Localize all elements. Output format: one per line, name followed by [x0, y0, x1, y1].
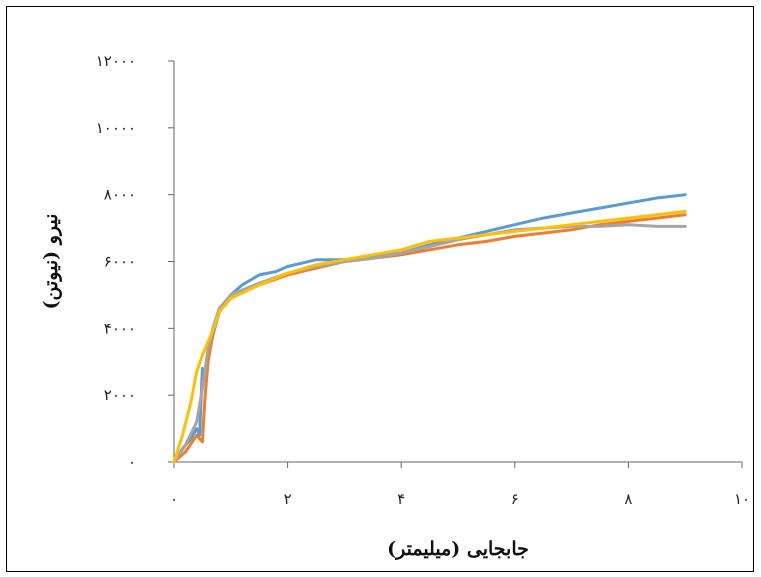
x-tick-label: ۱۰: [734, 490, 750, 508]
series-line-2: [172, 213, 687, 464]
y-tick-label: ۴۰۰۰: [104, 319, 136, 337]
y-tick-label: ۶۰۰۰: [104, 253, 136, 271]
x-tick-label: ۲: [284, 490, 292, 508]
series-line-4: [172, 209, 687, 464]
x-tick-label: ۴: [397, 490, 405, 508]
x-tick-label: ۶: [511, 490, 519, 508]
chart-frame: ۰ ۲ ۴ ۶ ۸ ۱۰ ۰ ۲۰۰۰ ۴۰۰۰ ۶۰۰۰ ۸۰۰۰ ۱۰۰۰۰ ۱۲۰۰۰ جابجا…: [6, 6, 754, 572]
series-line-3: [172, 223, 687, 464]
y-tick-label: ۱۲۰۰۰: [96, 52, 136, 70]
x-tick-label: ۸: [624, 490, 632, 508]
y-tick-label: ۸۰۰۰: [104, 186, 136, 204]
x-tick-label: ۰: [170, 490, 178, 508]
y-tick-label: ۲۰۰۰: [104, 386, 136, 404]
y-tick-label: ۰: [128, 453, 136, 471]
tick-labels: ۰ ۲ ۴ ۶ ۸ ۱۰ ۰ ۲۰۰۰ ۴۰۰۰ ۶۰۰۰ ۸۰۰۰ ۱۰۰۰۰ ۱۲۰۰۰: [96, 52, 750, 508]
axes: [168, 60, 743, 468]
series-group: [172, 193, 687, 464]
y-axis-title: نیرو (نیوتن): [40, 214, 62, 310]
line-chart: ۰ ۲ ۴ ۶ ۸ ۱۰ ۰ ۲۰۰۰ ۴۰۰۰ ۶۰۰۰ ۸۰۰۰ ۱۰۰۰۰ ۱۲۰۰۰ جابجا…: [40, 52, 750, 560]
series-line-1: [172, 193, 687, 464]
y-tick-label: ۱۰۰۰۰: [96, 119, 136, 137]
x-axis-title: جابجایی (میلیمتر): [387, 538, 529, 560]
